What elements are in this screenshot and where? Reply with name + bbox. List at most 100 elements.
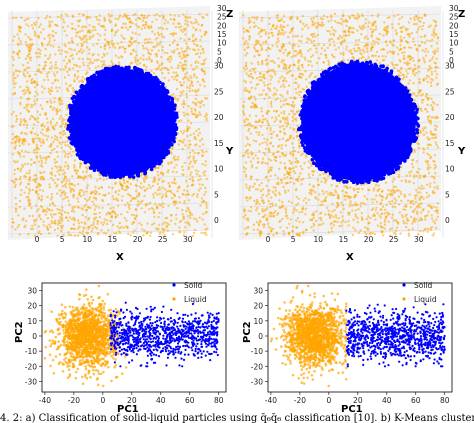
liquid-particle — [204, 164, 207, 167]
liquid-particle — [340, 201, 343, 204]
liquid-particle — [21, 63, 25, 67]
liquid-particle — [277, 57, 280, 60]
liquid-particle — [285, 66, 288, 69]
liquid-particle — [53, 39, 56, 42]
liquid-particle — [205, 177, 208, 181]
liquid-particle — [177, 52, 181, 55]
solid-particle — [164, 109, 169, 113]
liquid-particle — [58, 208, 61, 212]
liquid-particle — [330, 226, 333, 230]
liquid-particle — [12, 110, 15, 114]
liquid-particle — [253, 199, 256, 203]
liquid-particle — [49, 198, 53, 201]
liquid-particle — [47, 126, 50, 129]
liquid-particle — [29, 56, 33, 59]
liquid-particle — [40, 195, 44, 198]
liquid-particle — [61, 102, 64, 106]
liquid-particle — [71, 183, 74, 186]
liquid-particle — [310, 226, 313, 229]
liquid-particle — [399, 192, 403, 196]
liquid-particle — [200, 149, 204, 152]
liquid-particle — [175, 87, 179, 91]
liquid-particle — [356, 49, 359, 53]
liquid-particle — [311, 54, 315, 57]
liquid-particle — [330, 230, 334, 233]
liquid-particle — [275, 25, 279, 28]
solid-particle — [78, 89, 82, 94]
liquid-particle — [288, 41, 291, 44]
liquid-particle — [279, 120, 282, 124]
solid-particle — [75, 99, 79, 103]
liquid-particle — [24, 33, 27, 36]
liquid-particle — [311, 21, 314, 24]
liquid-particle — [424, 47, 428, 51]
liquid-particle — [107, 192, 111, 195]
liquid-particle — [195, 143, 198, 146]
liquid-particle — [102, 52, 106, 56]
liquid-particle — [319, 173, 322, 177]
liquid-particle — [111, 28, 114, 31]
liquid-particle — [23, 174, 26, 177]
liquid-particle — [86, 57, 90, 61]
liquid-particle — [46, 57, 50, 61]
liquid-particle — [159, 68, 162, 72]
liquid-particle — [53, 228, 57, 232]
liquid-particle — [36, 133, 39, 137]
liquid-particle — [249, 72, 253, 76]
liquid-particle — [10, 179, 14, 183]
liquid-particle — [157, 227, 160, 230]
liquid-particle — [78, 35, 81, 39]
liquid-particle — [72, 15, 75, 19]
liquid-particle — [422, 21, 425, 25]
liquid-particle — [158, 211, 161, 215]
liquid-particle — [188, 126, 191, 129]
liquid-particle — [414, 197, 417, 200]
liquid-particle — [178, 139, 181, 143]
liquid-particle — [285, 226, 289, 230]
liquid-particle — [271, 59, 274, 63]
liquid-particle — [195, 76, 198, 79]
liquid-particle — [72, 196, 75, 199]
liquid-particle — [198, 83, 202, 87]
liquid-particle — [56, 166, 59, 169]
liquid-particle — [56, 227, 60, 230]
solid-particle — [169, 129, 173, 134]
liquid-particle — [266, 162, 269, 165]
liquid-particle — [181, 50, 184, 53]
liquid-particle — [187, 168, 191, 171]
liquid-particle — [61, 224, 64, 228]
liquid-particle — [59, 142, 62, 145]
liquid-particle — [22, 123, 26, 126]
liquid-particle — [89, 16, 92, 19]
liquid-particle — [160, 63, 163, 66]
liquid-particle — [201, 69, 204, 73]
liquid-particle — [73, 159, 77, 162]
liquid-particle — [61, 122, 64, 125]
liquid-particle — [100, 65, 104, 68]
liquid-particle — [188, 139, 191, 143]
liquid-particle — [356, 43, 360, 46]
liquid-particle — [272, 234, 275, 237]
liquid-particle — [59, 136, 62, 139]
liquid-particle — [395, 199, 398, 202]
liquid-particle — [419, 206, 422, 209]
liquid-particle — [143, 38, 147, 41]
solid-particle — [122, 172, 126, 176]
liquid-particle — [45, 210, 48, 213]
liquid-particle — [376, 15, 379, 18]
liquid-particle — [418, 82, 421, 85]
liquid-particle — [73, 79, 76, 82]
liquid-particle — [126, 28, 130, 31]
liquid-particle — [327, 193, 330, 196]
liquid-particle — [186, 129, 189, 133]
solid-particle — [107, 70, 112, 75]
liquid-particle — [158, 188, 162, 191]
liquid-particle — [57, 221, 61, 224]
liquid-particle — [78, 12, 81, 16]
liquid-particle — [102, 231, 106, 235]
liquid-particle — [44, 61, 47, 64]
liquid-particle — [150, 49, 154, 52]
liquid-particle — [432, 35, 436, 38]
liquid-particle — [34, 23, 37, 27]
liquid-particle — [164, 19, 168, 22]
